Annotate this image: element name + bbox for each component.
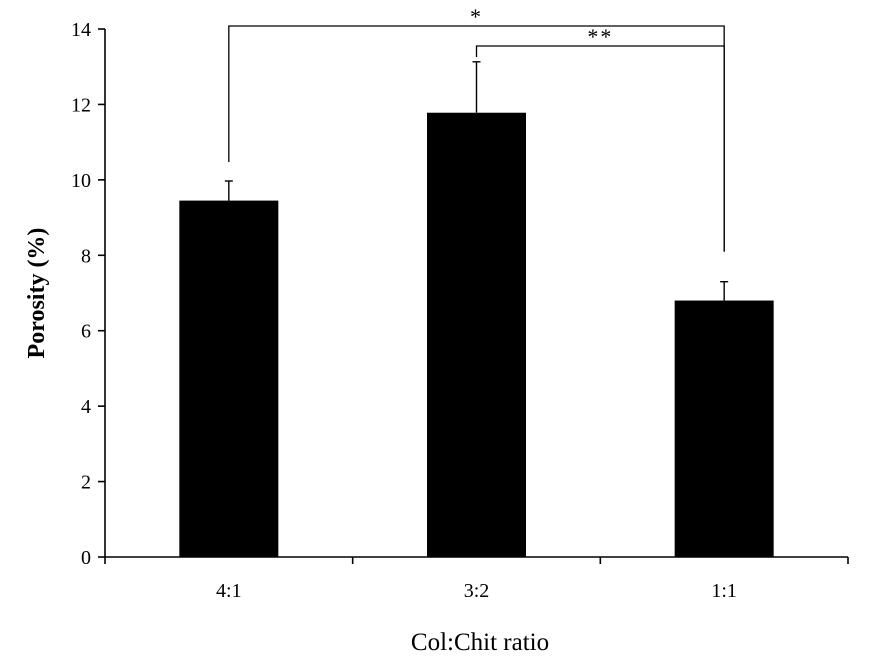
significance-label: **	[587, 24, 613, 49]
significance-brackets: ***	[228, 4, 725, 252]
y-tick-label: 12	[71, 94, 91, 116]
y-tick-label: 8	[81, 245, 91, 267]
y-tick-label: 14	[71, 19, 91, 41]
x-axis-title: Col:Chit ratio	[411, 629, 549, 656]
bar-4:1	[179, 200, 279, 557]
y-tick-label: 4	[81, 396, 91, 418]
significance-label: *	[470, 4, 483, 29]
bar-3:2	[427, 112, 526, 558]
y-tick-label: 2	[81, 472, 91, 494]
x-axis-ticks: 4:1 3:2 1:1	[104, 557, 849, 602]
significance-bracket	[475, 45, 725, 252]
error-bars	[224, 61, 729, 301]
y-tick-label: 6	[81, 321, 91, 343]
bars	[179, 112, 774, 558]
x-tick-label: 1:1	[711, 580, 737, 602]
x-tick-label: 4:1	[216, 580, 242, 602]
y-axis-title: Porosity (%)	[24, 228, 50, 359]
axes	[104, 29, 848, 558]
y-tick-label: 10	[71, 170, 91, 192]
x-tick-label: 3:2	[464, 580, 490, 602]
y-axis-ticks: 0 2 4 6 8 10 12 14	[71, 19, 105, 569]
y-tick-label: 0	[81, 547, 91, 569]
bar-1:1	[674, 300, 774, 557]
